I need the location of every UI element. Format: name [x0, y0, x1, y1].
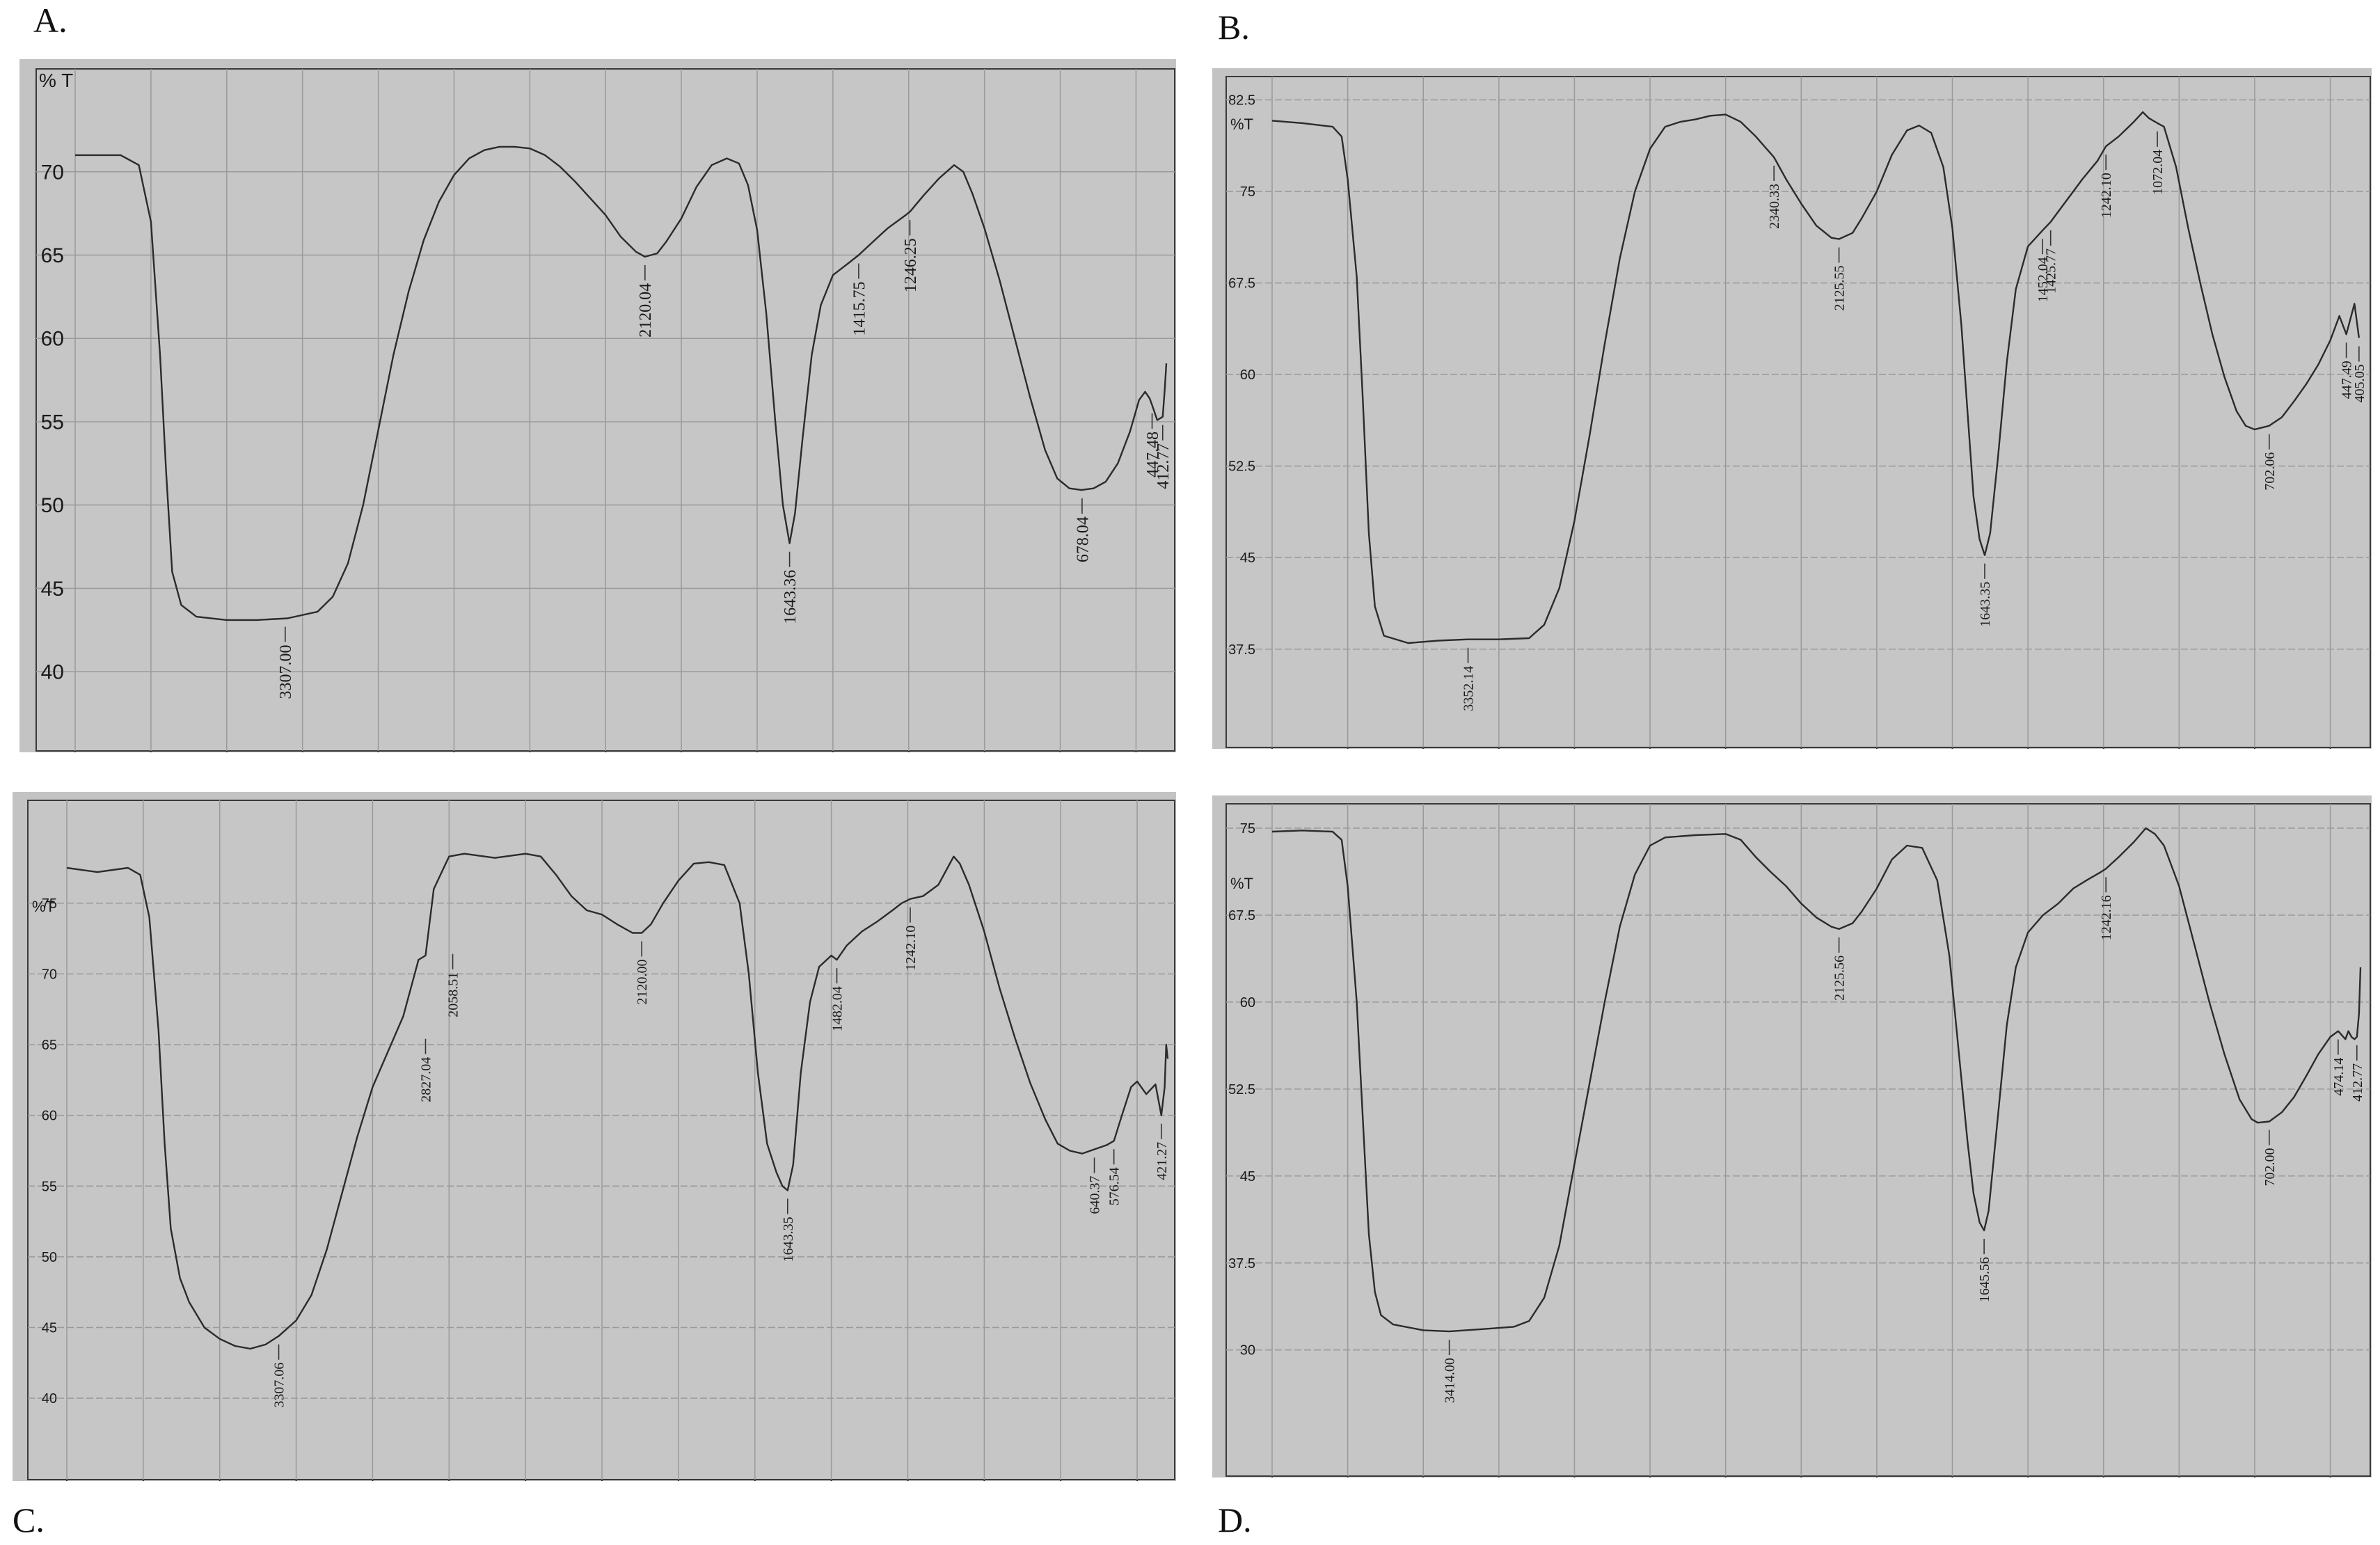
spectrum-line: [66, 853, 1169, 1350]
y-tick-label: 67.5: [1228, 276, 1255, 292]
peak-label: 1452.04: [2036, 257, 2051, 302]
y-axis-label: %T: [32, 898, 55, 915]
plot-frame: [1225, 76, 2371, 748]
y-tick-label: 45: [42, 1321, 57, 1336]
y-tick-label: 55: [41, 411, 64, 434]
panel-label-c: C.: [13, 1500, 45, 1539]
y-tick-label: 40: [42, 1391, 57, 1407]
peak-label: 1242.16: [2099, 895, 2114, 940]
peak-label: 640.37: [1088, 1176, 1103, 1214]
y-tick-label: 40: [41, 661, 64, 684]
peak-label: 2120.00: [635, 960, 650, 1005]
peak-label: 412.77: [2350, 1063, 2365, 1102]
ftir-chart-d: 4000375035003250300027502500225020001750…: [1212, 795, 2372, 1477]
y-tick-label: 67.5: [1228, 908, 1255, 924]
peak-label: 1415.75: [850, 282, 868, 336]
peak-label: 447.49: [2340, 360, 2355, 399]
y-tick-label: 65: [41, 244, 64, 267]
y-tick-label: 55: [42, 1179, 57, 1194]
peak-label: 3307.00: [277, 645, 295, 699]
y-tick-label: 37.5: [1228, 642, 1255, 658]
y-tick-label: 75: [42, 896, 57, 912]
y-tick-label: 75: [1240, 821, 1255, 837]
peak-label: 1643.35: [1978, 582, 1993, 627]
peak-label: 1645.56: [1977, 1257, 1992, 1302]
peak-label: 1482.04: [830, 986, 846, 1031]
y-tick-label: 45: [1240, 550, 1255, 566]
peak-label: 474.14: [2331, 1058, 2347, 1096]
y-tick-label: 52.5: [1228, 1082, 1255, 1098]
y-tick-label: 60: [1240, 995, 1255, 1011]
peak-label: 702.00: [2262, 1148, 2278, 1187]
peak-label: 2125.56: [1832, 956, 1848, 1001]
spectrum-line: [75, 145, 1168, 621]
y-tick-label: 70: [41, 161, 64, 184]
y-tick-label: 30: [1240, 1343, 1255, 1358]
y-tick-label: 60: [42, 1109, 57, 1124]
peak-label: 1246.25: [902, 238, 920, 292]
ftir-chart-a: 4000375035003250300027502500225020001750…: [19, 59, 1176, 752]
ftir-chart-c: 4000375035003250300027502500225020001750…: [13, 792, 1176, 1481]
peak-label: 2827.04: [419, 1057, 434, 1102]
spectrum-line: [1271, 111, 2360, 644]
plot-frame: [1225, 803, 2371, 1477]
y-tick-label: 82.5: [1228, 93, 1255, 109]
peak-label: 1643.35: [781, 1217, 796, 1262]
y-tick-label: 75: [1240, 184, 1255, 200]
y-axis-label: %T: [1230, 116, 1253, 133]
peak-label: 2340.33: [1767, 184, 1782, 229]
y-tick-label: 65: [42, 1038, 57, 1053]
y-tick-label: 37.5: [1228, 1256, 1255, 1271]
y-tick-label: 52.5: [1228, 459, 1255, 475]
y-tick-label: 45: [41, 578, 64, 601]
y-axis-label: % T: [39, 70, 73, 91]
peak-label: 1072.04: [2150, 150, 2166, 195]
y-tick-label: 60: [41, 328, 64, 351]
spectrum-line: [1271, 827, 2362, 1333]
peak-label: 421.27: [1155, 1142, 1170, 1180]
peak-label: 412.77: [1155, 443, 1173, 489]
peak-label: 3307.06: [272, 1363, 287, 1408]
y-tick-label: 60: [1240, 367, 1255, 383]
panel-label-a: A.: [33, 1, 68, 40]
plot-frame: [27, 800, 1175, 1480]
peak-label: 1425.77: [2044, 248, 2059, 294]
peak-label: 1242.10: [903, 926, 919, 971]
peak-label: 678.04: [1074, 516, 1092, 562]
y-tick-label: 70: [42, 967, 57, 982]
ftir-chart-b: 4000375035003250300027502500225020001750…: [1212, 68, 2372, 749]
peak-label: 447.48: [1144, 431, 1162, 477]
y-tick-label: 45: [1240, 1169, 1255, 1184]
peak-label: 2058.51: [446, 972, 461, 1017]
panel-label-d: D.: [1218, 1500, 1252, 1539]
peak-label: 576.54: [1107, 1167, 1122, 1205]
y-tick-label: 50: [41, 494, 64, 517]
panel-label-b: B.: [1218, 8, 1250, 47]
peak-label: 3352.14: [1461, 666, 1477, 711]
peak-label: 405.05: [2352, 365, 2367, 403]
peak-label: 1643.36: [782, 570, 800, 624]
y-axis-label: %T: [1230, 875, 1253, 892]
peak-label: 1242.10: [2099, 173, 2114, 218]
peak-label: 2120.04: [637, 283, 655, 338]
peak-label: 3414.00: [1443, 1358, 1458, 1403]
peak-label: 702.06: [2262, 452, 2278, 491]
y-tick-label: 50: [42, 1250, 57, 1265]
peak-label: 2125.55: [1832, 266, 1848, 311]
